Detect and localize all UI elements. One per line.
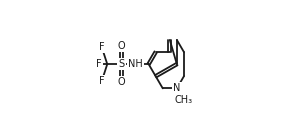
Text: S: S (118, 59, 125, 69)
Text: N: N (173, 83, 181, 93)
Text: F: F (99, 42, 105, 52)
Text: NH: NH (128, 59, 143, 69)
Text: O: O (118, 41, 125, 51)
Text: F: F (99, 76, 105, 86)
Text: CH₃: CH₃ (175, 95, 193, 105)
Text: F: F (96, 59, 102, 69)
Text: O: O (118, 77, 125, 87)
